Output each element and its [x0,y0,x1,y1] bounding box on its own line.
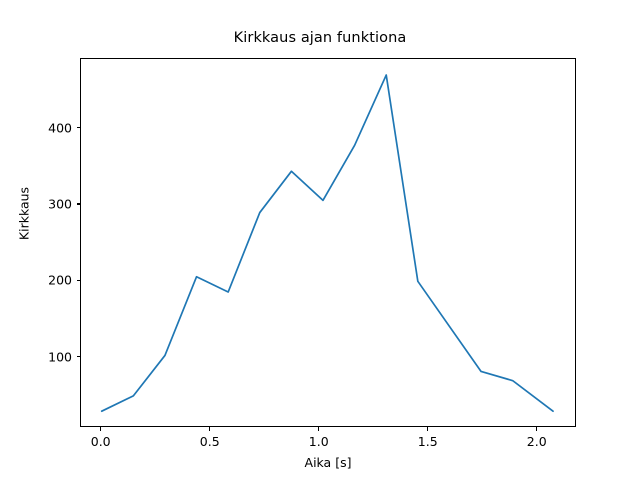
x-tick-label: 1.0 [308,434,329,449]
y-tick-mark [76,127,80,129]
y-tick-label: 100 [48,349,72,365]
x-tick-mark [318,427,320,431]
chart-title: Kirkkaus ajan funktiona [233,30,407,46]
x-tick-label: 1.5 [417,434,438,449]
x-tick-mark [209,427,211,431]
y-tick-label: 400 [48,120,72,136]
x-tick-mark [536,427,538,431]
y-tick-mark [76,279,80,281]
y-tick-mark [76,356,80,358]
line-series [100,74,554,413]
y-axis-label: Kirkkaus [16,186,32,241]
x-tick-mark [100,427,102,431]
y-tick-mark [76,203,80,205]
x-tick-label: 0.0 [90,434,111,449]
x-tick-label: 0.5 [199,434,220,449]
series-polyline [100,74,554,413]
x-tick-label: 2.0 [526,434,547,449]
y-tick-label: 300 [48,196,72,212]
y-tick-label: 200 [48,272,72,288]
plot-area [80,58,576,427]
x-tick-mark [427,427,429,431]
x-axis-label: Aika [s] [304,455,352,470]
